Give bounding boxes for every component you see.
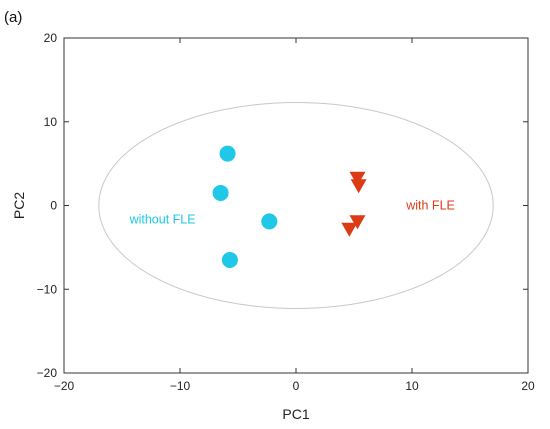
data-point-circle: [212, 184, 229, 201]
data-points: [212, 145, 367, 268]
data-point-triangle: [350, 179, 367, 194]
data-point-circle: [219, 145, 236, 162]
y-axis-title: PC2: [11, 192, 27, 219]
x-tick-label: −10: [170, 379, 191, 393]
y-tick-label: 0: [50, 199, 57, 213]
y-tick-label: −20: [37, 366, 58, 380]
x-tick-label: 0: [293, 379, 300, 393]
x-tick-label: −20: [54, 379, 75, 393]
x-tick-label: 10: [405, 379, 419, 393]
confidence-ellipse: [98, 101, 494, 310]
plot-area-frame: [63, 37, 529, 374]
data-point-circle: [221, 251, 238, 268]
y-tick-label: 20: [44, 31, 58, 45]
group-labels: without FLE with FLE: [129, 199, 455, 227]
panel-label: (a): [4, 9, 22, 26]
data-point-triangle: [341, 222, 358, 237]
x-axis-ticks: −20 −10 0 10 20: [54, 38, 535, 393]
y-axis-ticks: −20 −10 0 10 20: [37, 31, 528, 380]
data-point-triangle: [349, 171, 366, 186]
x-axis-title: PC1: [282, 406, 309, 422]
y-tick-label: 10: [44, 115, 58, 129]
series-label: with FLE: [405, 199, 455, 213]
data-point-triangle: [349, 215, 366, 230]
series-label: without FLE: [129, 213, 196, 227]
x-tick-label: 20: [521, 379, 535, 393]
y-tick-label: −10: [37, 282, 58, 296]
data-point-circle: [261, 213, 278, 230]
